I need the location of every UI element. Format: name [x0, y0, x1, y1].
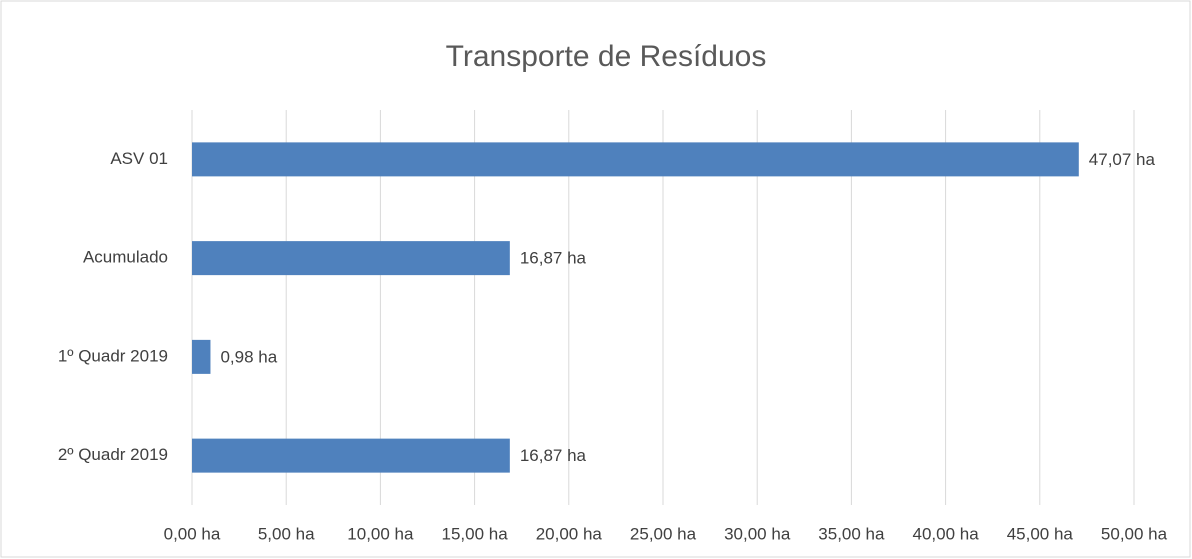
x-tick-label: 20,00 ha: [536, 524, 603, 543]
data-label: 47,07 ha: [1089, 150, 1156, 169]
bar: [192, 339, 211, 374]
x-tick-label: 45,00 ha: [1007, 524, 1074, 543]
data-label: 16,87 ha: [520, 446, 587, 465]
bar: [192, 241, 510, 276]
x-tick-label: 0,00 ha: [164, 524, 221, 543]
y-tick-label: Acumulado: [83, 248, 168, 267]
x-tick-label: 10,00 ha: [347, 524, 414, 543]
bar: [192, 142, 1079, 177]
x-tick-label: 40,00 ha: [913, 524, 980, 543]
chart-title: Transporte de Resíduos: [446, 40, 767, 73]
x-tick-label: 30,00 ha: [724, 524, 791, 543]
x-tick-label: 50,00 ha: [1101, 524, 1168, 543]
x-tick-label: 15,00 ha: [442, 524, 509, 543]
y-tick-label: 2º Quadr 2019: [58, 445, 168, 464]
data-label: 0,98 ha: [220, 347, 277, 366]
x-tick-label: 35,00 ha: [818, 524, 885, 543]
x-tick-label: 5,00 ha: [258, 524, 315, 543]
data-label: 16,87 ha: [520, 249, 587, 268]
x-tick-label: 25,00 ha: [630, 524, 697, 543]
y-tick-label: ASV 01: [110, 149, 168, 168]
y-tick-label: 1º Quadr 2019: [58, 346, 168, 365]
bar: [192, 438, 510, 473]
